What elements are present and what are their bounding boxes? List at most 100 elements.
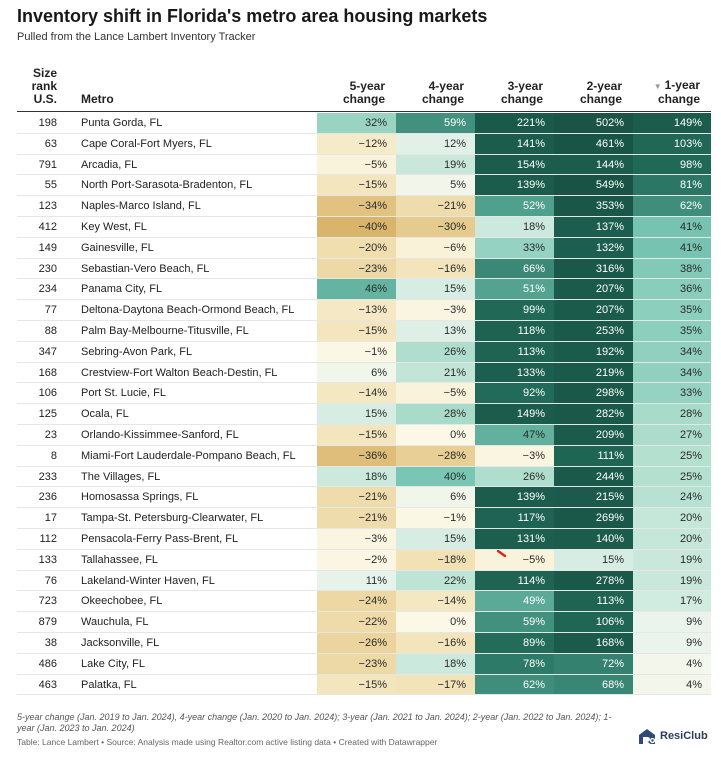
- change-cell-y2: 113%: [554, 591, 633, 613]
- change-cell-y4: −16%: [396, 258, 475, 280]
- change-cell-y3: 113%: [475, 341, 554, 363]
- change-cell-y4: −28%: [396, 445, 475, 467]
- table-header: Size rank U.S. Metro 5-year change 4-yea…: [17, 64, 711, 110]
- metro-cell: Tallahassee, FL: [81, 553, 159, 566]
- table-row: 347 Sebring-Avon Park, FL −1% 26% 113% 192% 34…: [17, 341, 711, 363]
- rank-cell: 233: [38, 470, 57, 483]
- metro-cell: Pensacola-Ferry Pass-Brent, FL: [81, 533, 239, 545]
- change-cell-y3: 154%: [475, 154, 554, 176]
- change-cell-y5: 6%: [317, 362, 396, 384]
- change-cell-y4: 18%: [396, 653, 475, 675]
- rank-cell: 723: [38, 595, 57, 608]
- change-cell-y3: 133%: [475, 362, 554, 384]
- change-cell-y4: 13%: [396, 321, 475, 342]
- change-cell-y5: −14%: [317, 383, 396, 405]
- header-5-year-line1: 5-year: [349, 79, 385, 93]
- change-cell-y4: 0%: [396, 612, 475, 633]
- metro-cell: Port St. Lucie, FL: [81, 387, 166, 400]
- change-cell-y4: −1%: [396, 508, 475, 529]
- metro-cell: Miami-Fort Lauderdale-Pompano Beach, FL: [81, 449, 296, 462]
- row-separator: [17, 569, 711, 571]
- change-cell-y1: 81%: [633, 175, 711, 197]
- change-cell-y4: 15%: [396, 279, 475, 301]
- header-2-year-line2: change: [579, 92, 622, 106]
- header-3-year-line2: change: [500, 92, 543, 106]
- change-cell-y1: 20%: [633, 508, 711, 529]
- change-cell-y2: 207%: [554, 300, 633, 321]
- change-cell-y1: 33%: [633, 383, 711, 405]
- change-cell-y5: 11%: [317, 570, 396, 592]
- change-cell-y1: 25%: [633, 466, 711, 488]
- change-cell-y5: 18%: [317, 466, 396, 488]
- change-cell-y2: 140%: [554, 529, 633, 550]
- change-cell-y1: 103%: [633, 133, 711, 155]
- rank-cell: 791: [38, 158, 57, 171]
- change-cell-y3: 139%: [475, 487, 554, 509]
- header-4-year[interactable]: 4-year change: [396, 80, 464, 106]
- triangle-down-icon: ▼: [653, 82, 662, 91]
- rank-cell: 412: [38, 221, 57, 233]
- header-3-year[interactable]: 3-year change: [475, 80, 543, 106]
- change-cell-y5: −1%: [317, 341, 396, 363]
- header-2-year[interactable]: 2-year change: [554, 80, 622, 106]
- change-cell-y5: 32%: [317, 113, 396, 134]
- change-cell-y1: 17%: [633, 591, 711, 613]
- table-row: 149 Gainesville, FL −20% −6% 33% 132% 41%: [17, 237, 711, 259]
- change-cell-y2: 132%: [554, 237, 633, 259]
- change-cell-y1: 34%: [633, 362, 711, 384]
- change-cell-y4: −14%: [396, 591, 475, 613]
- row-separator: [17, 403, 711, 405]
- rank-cell: 347: [38, 345, 57, 358]
- change-cell-y1: 35%: [633, 300, 711, 321]
- change-cell-y3: 26%: [475, 466, 554, 488]
- header-rank[interactable]: Size rank U.S.: [17, 67, 57, 106]
- header-3-year-line1: 3-year: [507, 79, 543, 93]
- header-metro[interactable]: Metro: [81, 92, 114, 106]
- change-cell-y3: 139%: [475, 175, 554, 197]
- metro-cell: Wauchula, FL: [81, 616, 149, 629]
- header-5-year[interactable]: 5-year change: [317, 80, 385, 106]
- change-cell-y3: 131%: [475, 529, 554, 550]
- header-4-year-line2: change: [421, 92, 464, 106]
- table-row: 168 Crestview-Fort Walton Beach-Destin, F…: [17, 362, 711, 384]
- change-cell-y1: 38%: [633, 258, 711, 280]
- row-separator: [17, 423, 711, 425]
- rank-cell: 63: [44, 137, 57, 150]
- header-4-year-line1: 4-year: [428, 79, 464, 93]
- row-separator: [17, 174, 711, 176]
- metro-cell: Arcadia, FL: [81, 158, 138, 171]
- change-cell-y2: 72%: [554, 653, 633, 675]
- change-cell-y5: −15%: [317, 425, 396, 446]
- change-cell-y1: 4%: [633, 674, 711, 696]
- table-row: 125 Ocala, FL 15% 28% 149% 282% 28%: [17, 404, 711, 425]
- rank-cell: 23: [44, 429, 57, 441]
- table-row: 463 Palatka, FL −15% −17% 62% 68% 4%: [17, 674, 711, 696]
- row-separator: [17, 257, 711, 259]
- change-cell-y5: −2%: [317, 549, 396, 571]
- change-cell-y3: −3%: [475, 445, 554, 467]
- change-cell-y1: 27%: [633, 425, 711, 446]
- change-cell-y2: 316%: [554, 258, 633, 280]
- change-cell-y2: 192%: [554, 341, 633, 363]
- table-row: 723 Okeechobee, FL −24% −14% 49% 113% 17%: [17, 591, 711, 613]
- change-cell-y2: 549%: [554, 175, 633, 197]
- change-cell-y4: −21%: [396, 196, 475, 217]
- metro-cell: Deltona-Daytona Beach-Ormond Beach, FL: [81, 304, 295, 317]
- row-separator: [17, 132, 711, 134]
- change-cell-y2: 298%: [554, 383, 633, 405]
- rank-cell: 879: [38, 616, 57, 629]
- chart-subtitle: Pulled from the Lance Lambert Inventory …: [17, 31, 256, 43]
- table-row: 133 Tallahassee, FL −2% −18% −5% 15% 19%: [17, 549, 711, 571]
- metro-cell: Naples-Marco Island, FL: [81, 200, 201, 213]
- change-cell-y2: 353%: [554, 196, 633, 217]
- row-separator: [17, 673, 711, 675]
- change-cell-y2: 502%: [554, 113, 633, 134]
- change-cell-y3: 114%: [475, 570, 554, 592]
- change-cell-y4: 21%: [396, 362, 475, 384]
- change-cell-y5: −26%: [317, 633, 396, 654]
- metro-cell: Sebring-Avon Park, FL: [81, 345, 193, 358]
- row-separator: [17, 361, 711, 363]
- change-cell-y2: 269%: [554, 508, 633, 529]
- table-row: 486 Lake City, FL −23% 18% 78% 72% 4%: [17, 653, 711, 675]
- header-1-year[interactable]: ▼ 1-year change: [633, 79, 700, 106]
